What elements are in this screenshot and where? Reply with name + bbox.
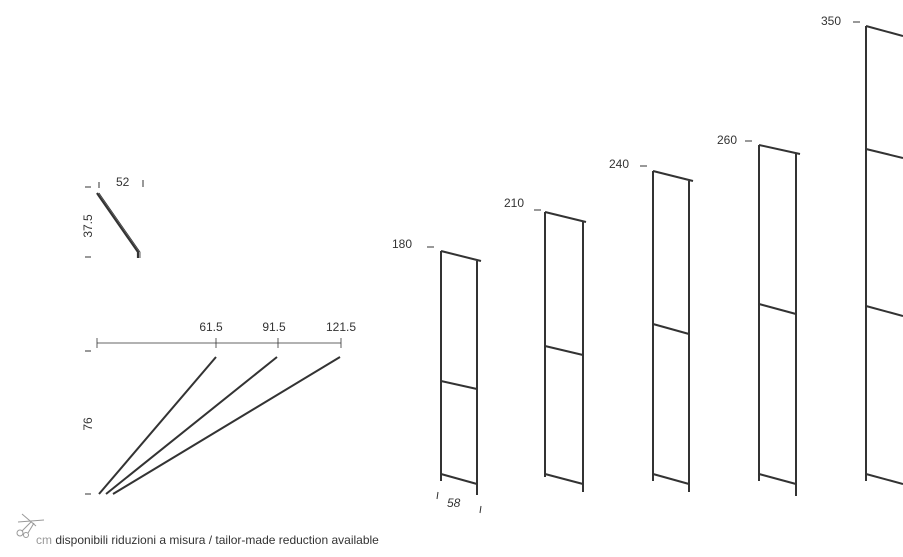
shelf-bracket-drawing bbox=[85, 180, 144, 258]
frame-height-label-180: 180 bbox=[392, 237, 412, 251]
brace-length-label: 121.5 bbox=[326, 320, 356, 334]
brace-length-label: 61.5 bbox=[199, 320, 223, 334]
frame-210-drawing bbox=[534, 209, 587, 492]
brace-length-label: 91.5 bbox=[262, 320, 286, 334]
diagonal-braces-drawing bbox=[85, 338, 342, 495]
frame-height-label-210: 210 bbox=[504, 196, 524, 210]
brace-height-label: 76 bbox=[81, 417, 95, 431]
reduction-note: disponibili riduzioni a misura / tailor-… bbox=[55, 533, 379, 547]
frame-height-label-260: 260 bbox=[717, 133, 737, 147]
frame-180-drawing bbox=[427, 246, 482, 514]
frame-depth-label: 58 bbox=[447, 496, 461, 510]
frame-height-label-350: 350 bbox=[821, 14, 841, 28]
unit-label: cm bbox=[36, 533, 52, 547]
scissors-icon bbox=[16, 510, 46, 541]
frame-height-label-240: 240 bbox=[609, 157, 629, 171]
shelf-width-label: 52 bbox=[116, 175, 130, 189]
frame-350-drawing bbox=[853, 21, 903, 485]
frame-260-drawing bbox=[745, 140, 801, 496]
shelf-height-label: 37.5 bbox=[81, 214, 95, 238]
frame-240-drawing bbox=[640, 165, 694, 492]
